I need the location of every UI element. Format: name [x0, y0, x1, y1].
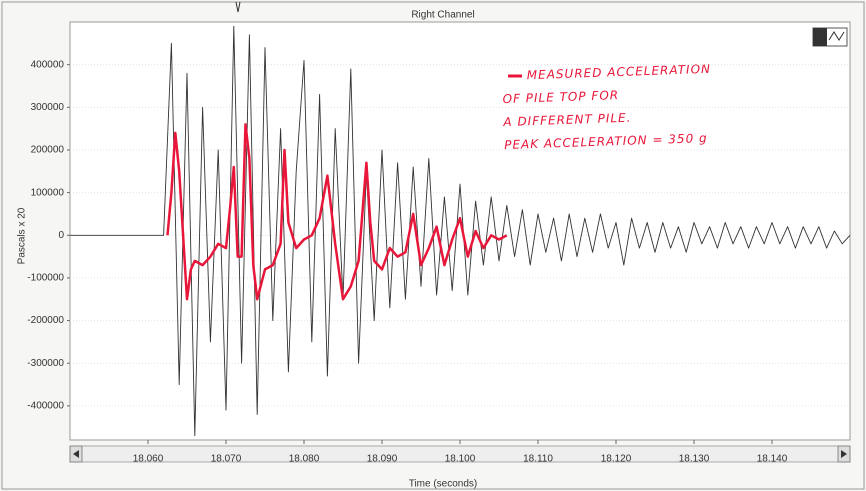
- annotation-line: OF PILE TOP FOR: [502, 88, 619, 106]
- y-tick-label: -300000: [27, 358, 64, 369]
- y-tick-label: 0: [58, 230, 64, 241]
- x-tick-label: 18.070: [211, 454, 242, 465]
- y-tick-label: 100000: [31, 187, 65, 198]
- series-line: [70, 25, 851, 437]
- x-tick-label: 18.140: [757, 454, 788, 465]
- y-tick-label: 400000: [31, 59, 65, 70]
- y-tick-label: -400000: [27, 401, 64, 412]
- chart-title: Right Channel: [411, 10, 474, 21]
- x-tick-label: 18.110: [523, 454, 553, 465]
- annotation-line: A DIFFERENT PILE.: [502, 111, 632, 129]
- x-tick-label: 18.130: [679, 454, 710, 465]
- y-axis-label: Pascals x 20: [17, 207, 28, 264]
- arrow-icon: [841, 450, 847, 458]
- x-axis-label: Time (seconds): [409, 479, 478, 490]
- annotation-line: MEASURED ACCELERATION: [527, 62, 712, 82]
- icon-part: [813, 28, 827, 46]
- y-tick-label: 300000: [31, 102, 65, 113]
- arrow-icon: [73, 450, 79, 458]
- icon-part: [828, 31, 845, 41]
- x-tick-label: 18.060: [133, 454, 164, 465]
- y-tick-label: -100000: [27, 273, 64, 284]
- x-tick-label: 18.080: [289, 454, 320, 465]
- x-tick-label: 18.100: [445, 454, 476, 465]
- x-tick-label: 18.090: [367, 454, 398, 465]
- series-line: [166, 123, 508, 301]
- x-tick-label: 18.120: [601, 454, 632, 465]
- y-tick-label: 200000: [31, 145, 65, 156]
- y-tick-label: -200000: [27, 315, 64, 326]
- marker: [235, 1, 241, 13]
